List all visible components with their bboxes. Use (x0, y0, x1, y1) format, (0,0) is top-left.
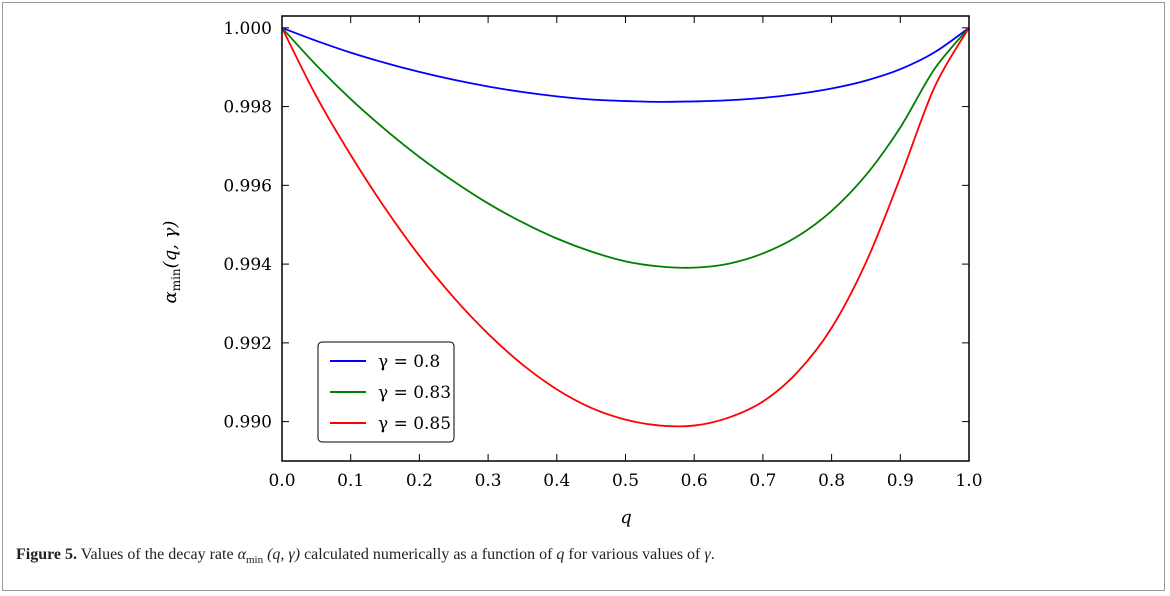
y-tick-label: 1.000 (223, 19, 272, 39)
caption-text-mid: calculated numerically as a function of (300, 546, 557, 563)
x-axis-title: q (620, 507, 632, 528)
x-tick-label: 0.9 (887, 471, 914, 491)
x-tick-label: 0.7 (749, 471, 776, 491)
caption-label: Figure 5. (16, 546, 78, 563)
caption-text: Values of the decay rate (77, 546, 238, 563)
caption-var-q: q (556, 546, 565, 563)
x-tick-label: 0.2 (406, 471, 433, 491)
series-line-2 (281, 27, 970, 428)
x-tick-label: 0.5 (612, 471, 639, 491)
caption-args: (q, γ) (263, 546, 301, 563)
y-axis-title-symbol: α (160, 291, 181, 303)
x-tick-label: 0.4 (543, 471, 570, 491)
series-line-1 (281, 27, 970, 269)
y-axis-title: αmin(q, γ) (160, 221, 183, 304)
caption-symbol: α (237, 546, 246, 563)
y-axis-title-args: (q, γ) (160, 221, 181, 269)
caption-var-gamma: γ (704, 546, 711, 563)
figure-caption: Figure 5. Values of the decay rate αmin … (16, 546, 715, 566)
caption-period: . (710, 546, 715, 563)
legend-label: γ = 0.85 (378, 414, 451, 434)
x-tick-label: 0.3 (475, 471, 502, 491)
x-tick-label: 1.0 (955, 471, 982, 491)
legend-box (317, 341, 455, 443)
line-chart: αmin(q, γ) q 0.0 0.1 0.2 0.3 0.4 0.5 0.6 0.7 0.8… (160, 15, 983, 528)
caption-text-tail: for various values of (564, 546, 705, 563)
x-tick-label: 0.8 (818, 471, 845, 491)
legend-label: γ = 0.8 (378, 352, 440, 372)
y-axis-title-subscript: min (169, 268, 183, 291)
y-tick-label: 0.998 (223, 98, 272, 118)
legend-label: γ = 0.83 (378, 383, 451, 403)
plot-area-border (281, 15, 970, 462)
y-tick-label: 0.994 (223, 255, 272, 275)
x-tick-label: 0.1 (337, 471, 364, 491)
series-line-0 (281, 26, 970, 103)
x-tick-label: 0.6 (681, 471, 708, 491)
y-tick-label: 0.996 (223, 176, 272, 196)
caption-symbol-subscript: min (245, 554, 264, 567)
x-tick-label: 0.0 (268, 471, 295, 491)
y-tick-label: 0.992 (223, 334, 272, 354)
y-tick-label: 0.990 (223, 413, 272, 433)
svg-text:αmin(q, γ): αmin(q, γ) (160, 221, 183, 304)
